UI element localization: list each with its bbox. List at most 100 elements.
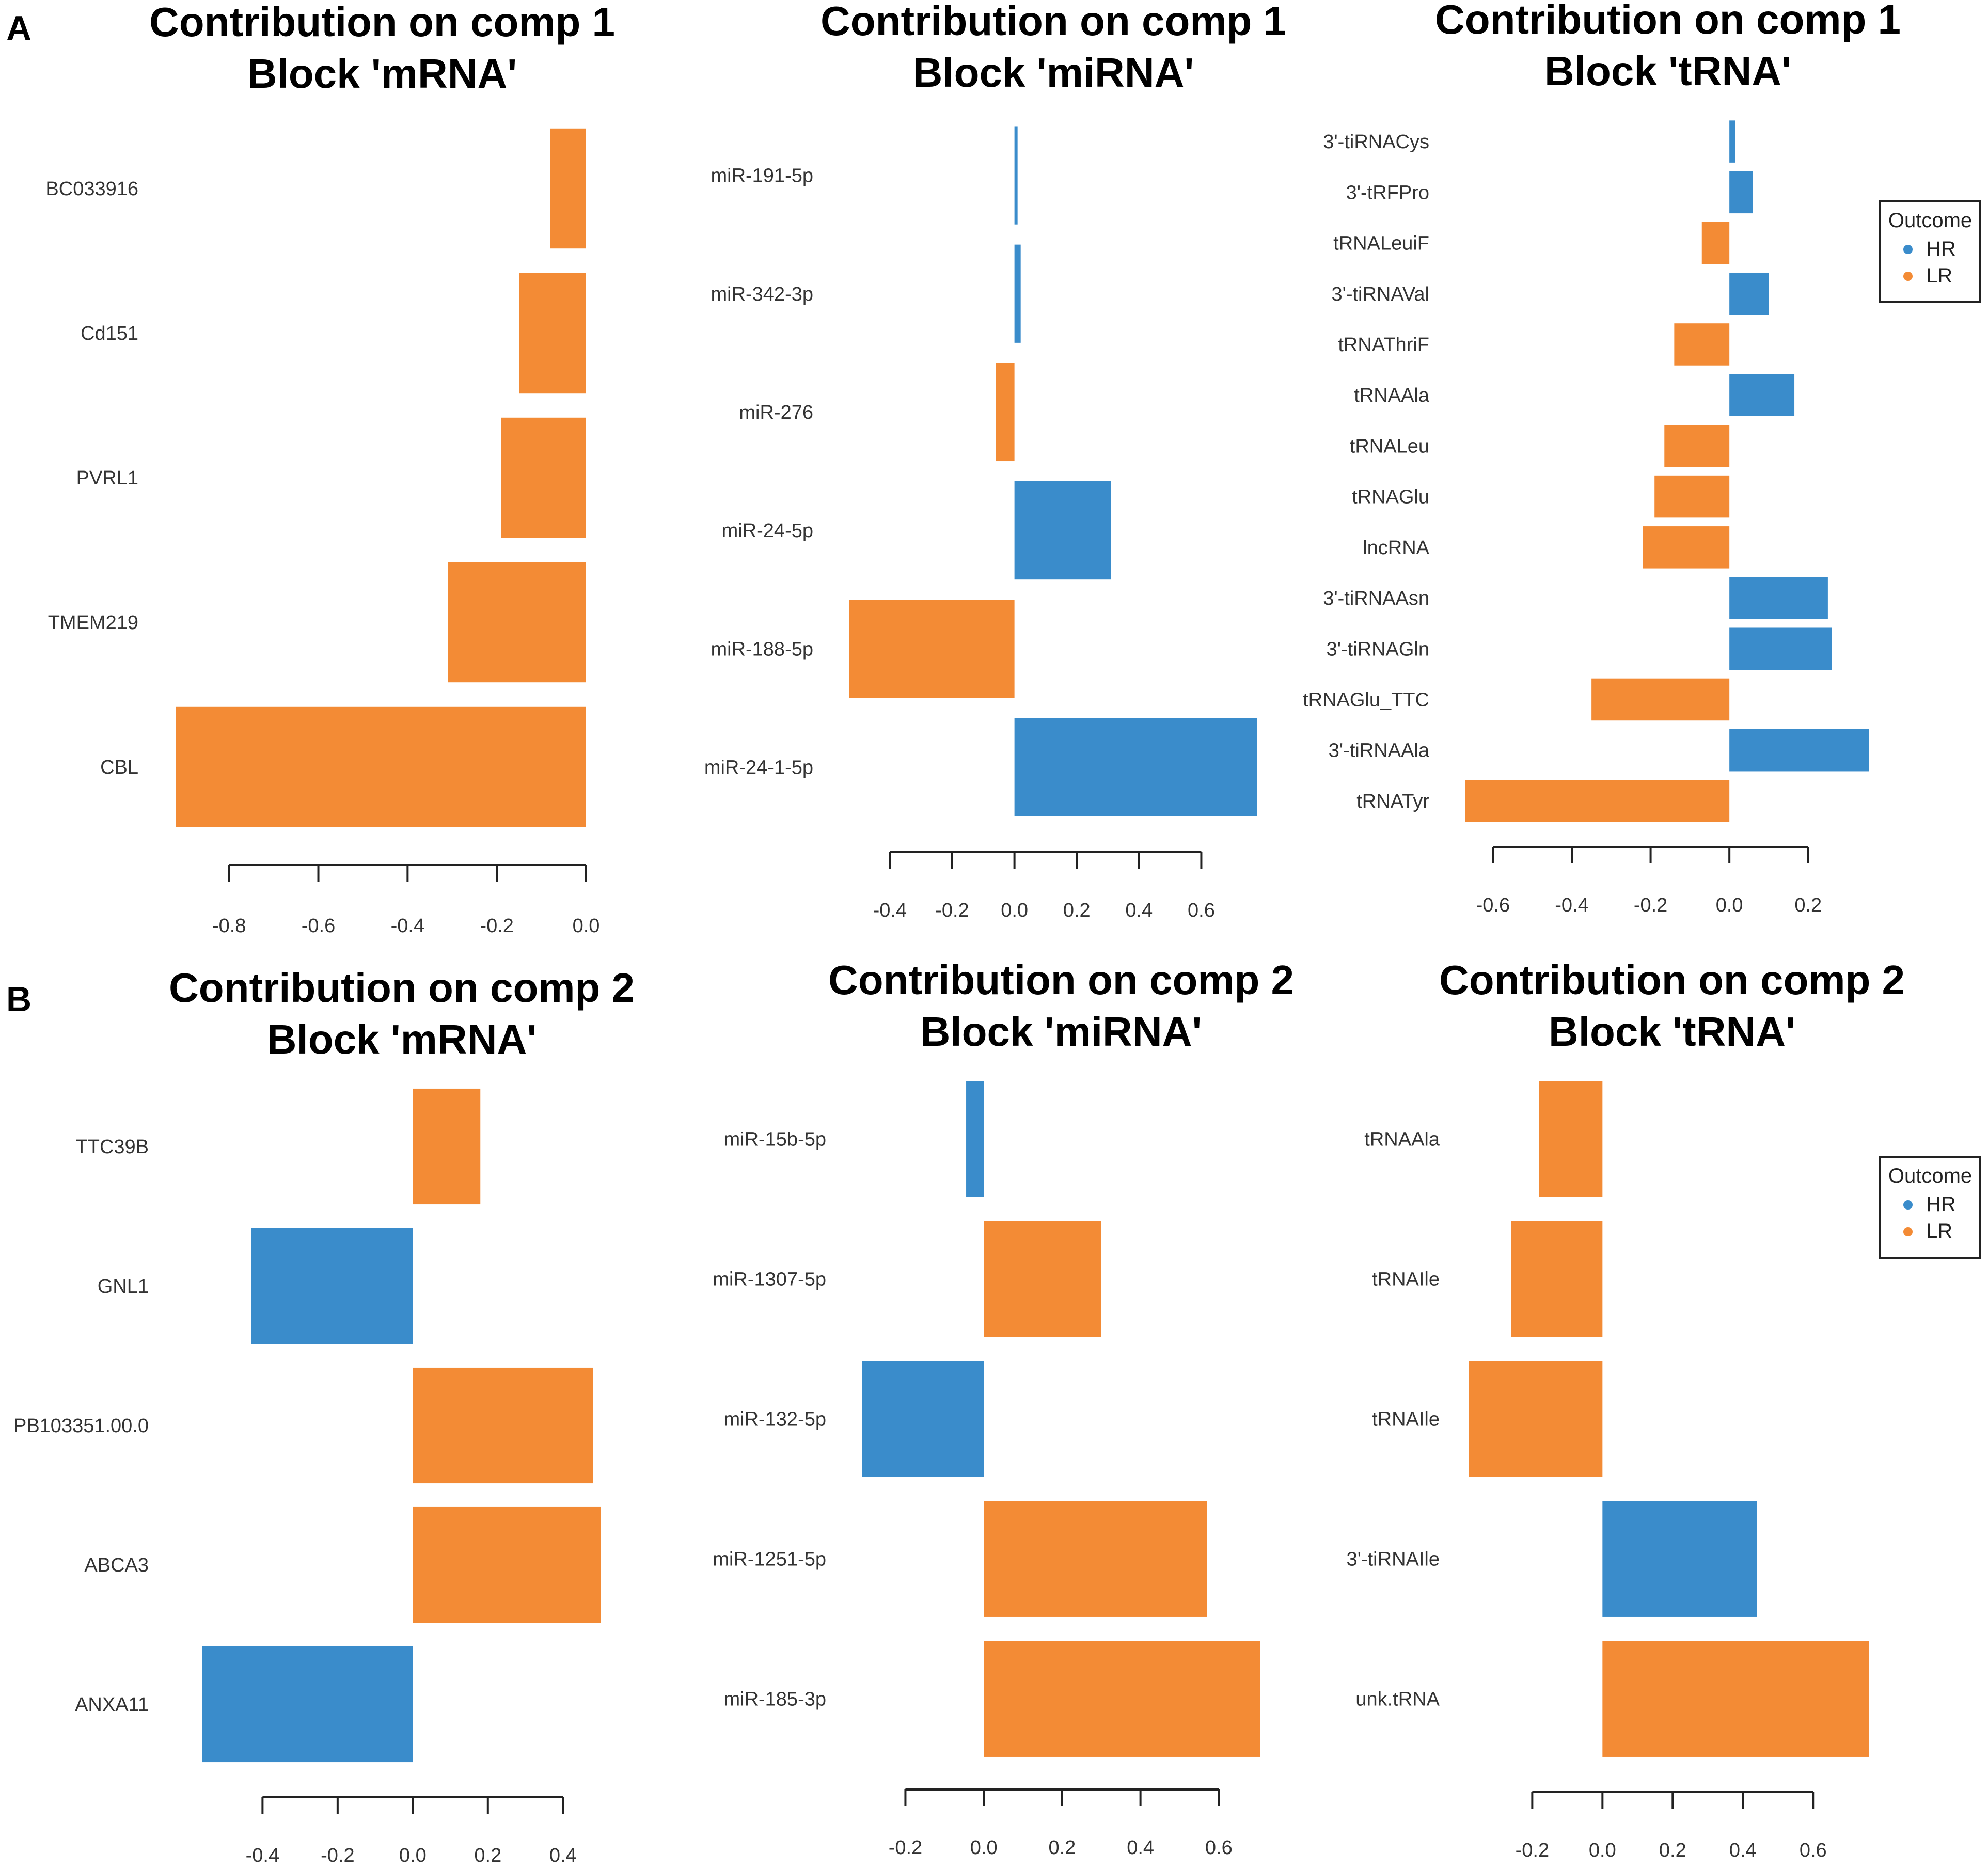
x-tick-label: -0.2 bbox=[935, 900, 969, 921]
chart-6: Contribution on comp 2 Block 'tRNA' tRNAAl… bbox=[1347, 957, 1981, 1861]
category-label: PVRL1 bbox=[76, 467, 138, 489]
x-tick-label: -0.4 bbox=[1555, 894, 1588, 916]
x-tick-label: 0.2 bbox=[1048, 1837, 1076, 1859]
bar-lr bbox=[1674, 323, 1730, 366]
category-label: miR-276 bbox=[739, 402, 813, 423]
category-label: miR-1251-5p bbox=[713, 1549, 826, 1570]
x-tick-label: 0.0 bbox=[1589, 1840, 1616, 1861]
category-label: 3'-tRFPro bbox=[1346, 182, 1429, 203]
category-label: miR-191-5p bbox=[711, 165, 813, 187]
chart-subtitle: Block 'tRNA' bbox=[1544, 48, 1791, 94]
category-label: miR-185-3p bbox=[723, 1689, 826, 1710]
legend-title: Outcome bbox=[1888, 209, 1972, 232]
category-label: tRNAIle bbox=[1372, 1409, 1440, 1431]
x-tick-label: 0.2 bbox=[1659, 1840, 1686, 1861]
category-label: miR-1307-5p bbox=[713, 1269, 826, 1291]
category-label: tRNAAla bbox=[1354, 385, 1430, 406]
x-tick-label: 0.4 bbox=[1125, 900, 1153, 921]
bar-lr bbox=[176, 706, 586, 827]
bar-hr bbox=[1014, 244, 1021, 343]
bar-hr bbox=[1729, 171, 1753, 214]
bar-lr bbox=[1602, 1641, 1869, 1757]
category-label: PB103351.00.0 bbox=[13, 1415, 149, 1437]
legend: Outcome HR LR bbox=[1879, 200, 1981, 303]
bar-lr bbox=[413, 1506, 601, 1623]
category-label: lncRNA bbox=[1363, 537, 1429, 559]
legend-label-lr: LR bbox=[1926, 264, 1952, 287]
category-label: tRNALeu bbox=[1350, 435, 1429, 457]
charts-group: Contribution on comp 1 Block 'mRNA' BC0339… bbox=[13, 0, 1981, 1866]
chart-subtitle: Block 'miRNA' bbox=[921, 1009, 1202, 1055]
bar-lr bbox=[1465, 780, 1730, 822]
chart-5: Contribution on comp 2 Block 'miRNA' miR-1… bbox=[713, 957, 1294, 1859]
bar-lr bbox=[984, 1641, 1260, 1757]
category-label: miR-24-5p bbox=[722, 520, 813, 542]
x-tick-label: 0.2 bbox=[474, 1845, 501, 1866]
x-tick-label: 0.2 bbox=[1794, 894, 1822, 916]
x-tick-label: -0.6 bbox=[1476, 894, 1510, 916]
legend-box bbox=[1879, 1156, 1981, 1259]
bar-hr bbox=[1602, 1501, 1757, 1617]
chart-title: Contribution on comp 2 bbox=[1439, 957, 1905, 1003]
bar-lr bbox=[984, 1501, 1207, 1617]
x-tick-label: 0.2 bbox=[1063, 900, 1091, 921]
bar-lr bbox=[519, 273, 586, 394]
bar-hr bbox=[1014, 126, 1018, 225]
chart-title: Contribution on comp 2 bbox=[169, 965, 635, 1011]
legend-marker-hr bbox=[1903, 245, 1913, 254]
bar-lr bbox=[1591, 678, 1730, 721]
chart-subtitle: Block 'mRNA' bbox=[247, 51, 517, 97]
bar-lr bbox=[413, 1088, 481, 1205]
chart-subtitle: Block 'tRNA' bbox=[1549, 1009, 1795, 1055]
bar-lr bbox=[448, 562, 586, 683]
category-label: miR-342-3p bbox=[711, 284, 813, 305]
category-label: tRNAThriF bbox=[1338, 334, 1429, 356]
x-tick-label: 0.6 bbox=[1800, 1840, 1827, 1861]
x-tick-label: 0.0 bbox=[1716, 894, 1743, 916]
category-label: tRNAAla bbox=[1364, 1129, 1440, 1151]
legend-title: Outcome bbox=[1888, 1165, 1972, 1187]
category-label: unk.tRNA bbox=[1355, 1689, 1440, 1710]
chart-4: Contribution on comp 2 Block 'mRNA' TTC39B… bbox=[13, 965, 635, 1866]
chart-subtitle: Block 'miRNA' bbox=[913, 50, 1194, 96]
bar-lr bbox=[1643, 526, 1730, 569]
category-label: 3'-tiRNAGln bbox=[1327, 638, 1429, 660]
bar-lr bbox=[1511, 1221, 1603, 1337]
x-tick-label: 0.6 bbox=[1205, 1837, 1233, 1859]
bar-hr bbox=[1014, 481, 1111, 580]
bar-hr bbox=[1729, 577, 1828, 619]
bar-hr bbox=[966, 1081, 984, 1197]
x-tick-label: -0.2 bbox=[889, 1837, 922, 1859]
bar-lr bbox=[849, 600, 1015, 698]
bar-lr bbox=[413, 1367, 593, 1484]
chart-subtitle: Block 'mRNA' bbox=[267, 1016, 537, 1062]
category-label: tRNAGlu bbox=[1352, 486, 1429, 508]
x-tick-label: -0.6 bbox=[302, 915, 335, 937]
legend-marker-hr bbox=[1903, 1200, 1913, 1210]
category-label: miR-24-1-5p bbox=[704, 757, 813, 778]
bar-lr bbox=[550, 128, 586, 249]
bar-lr bbox=[1701, 222, 1730, 264]
legend-label-hr: HR bbox=[1926, 238, 1956, 260]
chart-title: Contribution on comp 1 bbox=[821, 0, 1286, 44]
legend: Outcome HR LR bbox=[1879, 1156, 1981, 1259]
x-tick-label: -0.2 bbox=[480, 915, 513, 937]
panel-letter-a: A bbox=[6, 9, 31, 48]
x-tick-label: 0.0 bbox=[1001, 900, 1028, 921]
bar-lr bbox=[984, 1221, 1101, 1337]
chart-1: Contribution on comp 1 Block 'mRNA' BC0339… bbox=[45, 0, 615, 937]
x-tick-label: -0.2 bbox=[321, 1845, 354, 1866]
chart-title: Contribution on comp 2 bbox=[828, 957, 1294, 1003]
chart-2: Contribution on comp 1 Block 'miRNA' miR-1… bbox=[704, 0, 1286, 921]
x-tick-label: -0.2 bbox=[1634, 894, 1667, 916]
x-tick-label: -0.4 bbox=[246, 1845, 279, 1866]
category-label: Cd151 bbox=[81, 323, 138, 344]
x-tick-label: 0.4 bbox=[1127, 1837, 1154, 1859]
category-label: 3'-tiRNACys bbox=[1323, 131, 1429, 153]
bar-lr bbox=[1664, 425, 1730, 467]
category-label: CBL bbox=[100, 757, 138, 778]
category-label: GNL1 bbox=[98, 1276, 149, 1297]
legend-box bbox=[1879, 200, 1981, 303]
category-label: miR-188-5p bbox=[711, 638, 813, 660]
